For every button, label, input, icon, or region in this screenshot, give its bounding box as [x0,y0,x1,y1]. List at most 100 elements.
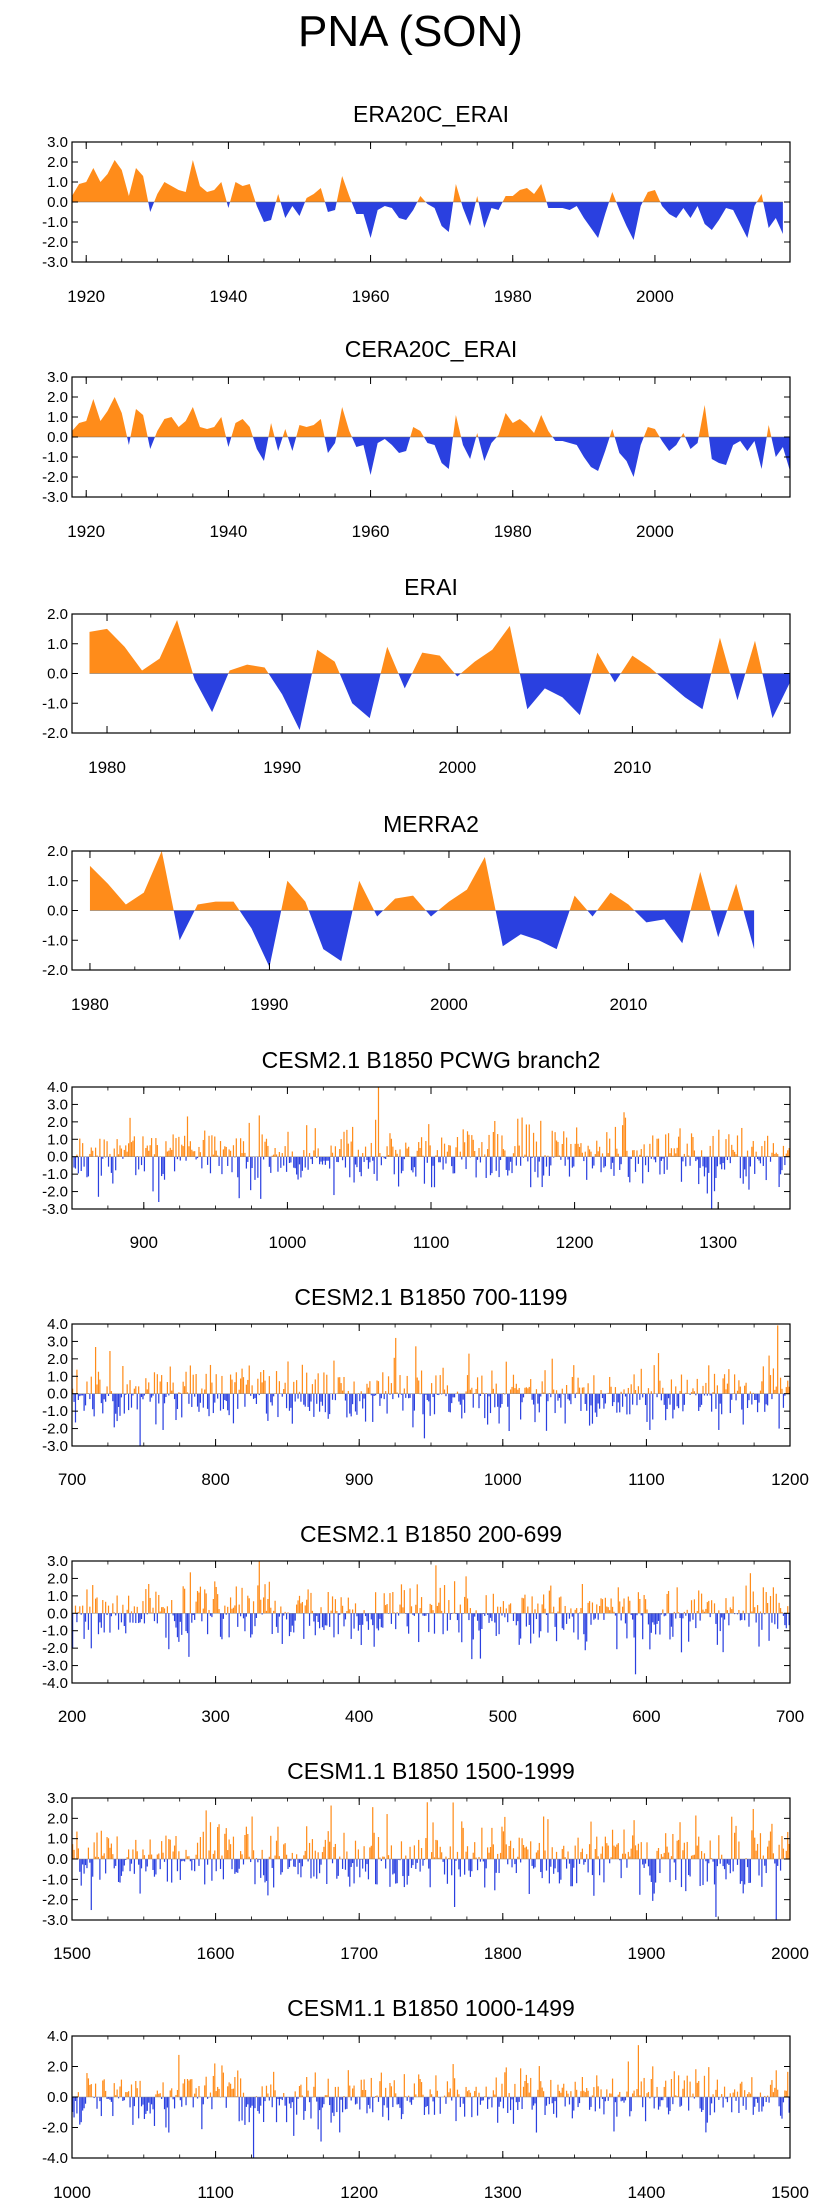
bar [708,1365,710,1394]
bar [754,1607,756,1614]
bar [116,1393,118,1422]
bar [270,1607,272,1614]
bar [194,1393,196,1397]
bar [474,1613,476,1617]
bar [683,1842,685,1859]
bar [438,1393,440,1396]
bar [669,1613,671,1640]
bar [576,1127,578,1157]
bar [173,1845,176,1859]
bar [574,2081,576,2097]
bar [314,2072,316,2097]
bar [386,2097,388,2108]
bar [649,1859,651,1876]
bar [166,1382,168,1394]
bar [742,1859,744,1894]
bar [734,1151,736,1157]
bar [90,1859,92,1911]
bar [703,1156,706,1177]
bar [752,2097,754,2115]
bar [778,1156,780,1188]
bar [416,1859,418,1863]
y-tick-label: 3.0 [47,1096,68,1113]
bar [211,1135,213,1157]
bar [250,1859,252,1863]
bar [705,1608,707,1614]
bar [451,1613,453,1614]
bar [261,1849,263,1859]
bar [609,1610,611,1614]
bar [706,1393,708,1396]
bar [416,1377,418,1394]
bar [294,1156,296,1169]
bar [357,1613,359,1631]
bar [541,2087,543,2097]
bar [498,2097,500,2107]
bar [293,2097,295,2136]
bar [403,1156,405,1160]
bar [390,2086,393,2097]
bar [166,1859,168,1882]
bar [712,2094,714,2097]
bar [459,1859,461,1877]
bar [530,1613,532,1644]
bar [89,2084,91,2097]
bar [294,1393,296,1402]
bar [238,1859,240,1869]
bar [758,1156,760,1161]
bar [476,1156,479,1160]
bar [347,2070,349,2097]
bar [376,2095,378,2097]
bar [468,1134,470,1157]
bar [548,1859,550,1884]
bar [652,1613,654,1623]
bar [525,1124,527,1157]
bar [715,1613,717,1624]
bar [712,1135,714,1157]
bar [303,1393,305,1405]
bar [543,1156,545,1176]
bar [600,1390,602,1394]
bar [224,1833,226,1859]
bar [581,2077,583,2097]
bar [83,1859,85,1874]
bar [693,1391,696,1394]
bar [471,2097,473,2118]
bar [524,1387,526,1394]
bar [129,1859,131,1872]
bar [87,1613,90,1630]
bar [765,1592,767,1614]
bar [377,1613,380,1631]
bar [402,1156,404,1171]
bar [128,1849,130,1859]
bar [512,1613,515,1621]
bar [551,1358,553,1394]
bar [693,1150,696,1157]
bar [517,1389,519,1394]
bar [541,1859,543,1879]
bar [142,1393,144,1400]
bar [333,1156,335,1196]
bar [465,2086,467,2097]
x-tick-label: 1200 [340,2183,378,2201]
bar [399,1859,401,1861]
bar [268,2097,270,2101]
bar [465,1391,467,1394]
bar [431,1383,433,1394]
bar [264,1584,266,1614]
bar [419,1148,421,1157]
bar [340,1597,342,1614]
bar [538,1393,540,1413]
bar [201,2097,203,2130]
bar [488,2097,490,2100]
bar [229,1597,232,1614]
bar [196,1393,199,1407]
bar [627,1596,629,1614]
x-tick-label: 700 [58,1470,86,1489]
bar [178,1613,180,1642]
bar [84,2097,87,2104]
bar [82,1143,84,1157]
bar [406,1613,408,1627]
bar [392,1592,394,1614]
bar [130,1142,133,1157]
